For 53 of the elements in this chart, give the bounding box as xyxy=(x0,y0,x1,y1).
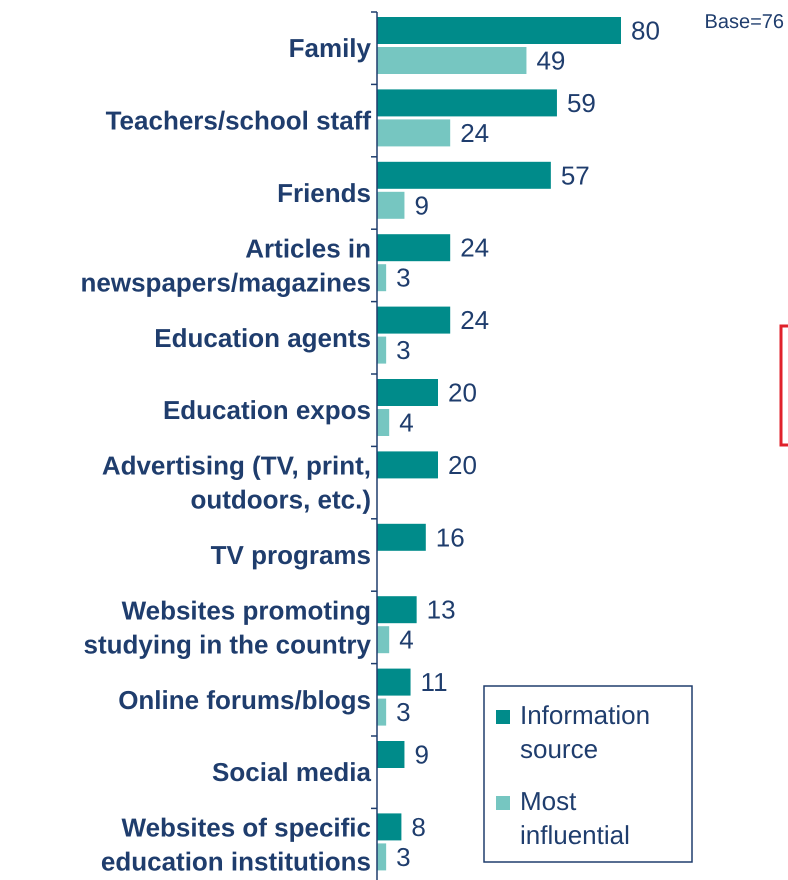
y-tick-label: Education agents xyxy=(154,322,371,353)
data-label: 3 xyxy=(396,842,411,872)
bar xyxy=(377,119,450,146)
bar xyxy=(377,306,450,334)
y-tick-label: Websites promoting studying in the country xyxy=(84,595,372,660)
y-tick-label: TV programs xyxy=(210,540,371,570)
text: Base=76 xyxy=(704,11,784,33)
data-label: 24 xyxy=(460,305,490,336)
data-label: 9 xyxy=(414,190,429,220)
bar xyxy=(377,626,390,654)
bar xyxy=(377,524,426,551)
data-label: 16 xyxy=(436,522,465,552)
data-label: 9 xyxy=(414,740,429,770)
data-label: 49 xyxy=(536,46,566,76)
y-tick-label: Articles in newspapers/magazines xyxy=(80,233,371,298)
y-tick-label: Family xyxy=(288,33,372,64)
bar xyxy=(377,234,450,262)
y-tick-label: Education expos xyxy=(162,395,371,426)
data-label: 4 xyxy=(399,624,414,655)
data-label: 4 xyxy=(399,408,414,438)
data-label: 8 xyxy=(411,812,426,842)
bar xyxy=(377,741,404,768)
data-label: 24 xyxy=(460,232,490,263)
y-tick-label: Advertising (TV, print, outdoors, etc.) xyxy=(102,450,371,515)
y-tick-label: Teachers/school staff xyxy=(106,106,372,136)
bar xyxy=(377,451,438,478)
bar xyxy=(377,162,551,189)
bar xyxy=(377,668,411,696)
bar xyxy=(377,409,390,436)
y-tick-label: Social media xyxy=(212,757,372,788)
data-label: 3 xyxy=(396,335,411,366)
data-label: 13 xyxy=(426,594,456,625)
data-label: 3 xyxy=(396,262,411,293)
bar xyxy=(377,17,621,44)
y-tick-label: Friends xyxy=(277,178,371,208)
legend-label: Most influential xyxy=(520,786,630,850)
bar xyxy=(377,89,557,116)
data-label: 59 xyxy=(566,88,596,118)
data-label: 24 xyxy=(460,118,490,148)
data-label: 3 xyxy=(396,697,411,728)
data-label: 57 xyxy=(560,160,590,190)
data-label: 20 xyxy=(448,450,477,480)
bar xyxy=(377,596,417,624)
y-tick-label: Online forums/blogs xyxy=(118,684,371,715)
bar xyxy=(377,379,438,406)
data-label: 11 xyxy=(420,667,448,698)
data-label: 80 xyxy=(631,16,660,46)
bar xyxy=(377,192,404,219)
y-tick-label: Websites of specific education institutions xyxy=(100,812,371,877)
data-label: 20 xyxy=(448,378,477,408)
bar xyxy=(377,813,402,840)
legend-label: Information source xyxy=(520,700,650,764)
bar xyxy=(377,47,526,74)
